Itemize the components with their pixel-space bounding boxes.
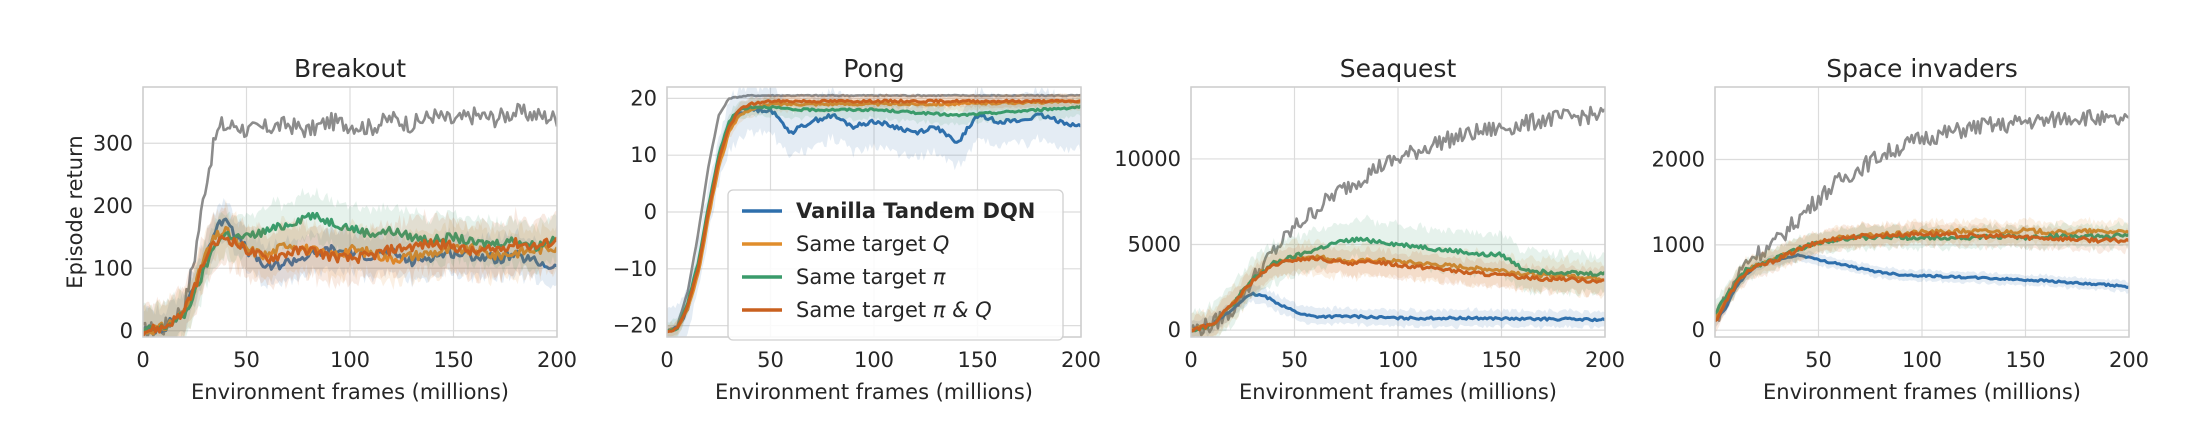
panel-breakout: 0 50 100 150 200 0 100 200 300 Breakout Environmen… [63, 54, 577, 404]
series-line-same-target-q [667, 98, 1081, 334]
series-line-same-target-q [1191, 255, 1605, 333]
series-line-same-target-q [1715, 230, 2129, 323]
y-tick-label: 5000 [1128, 233, 1181, 257]
x-tick-label: 200 [1061, 348, 1101, 372]
x-tick-label: 100 [1902, 348, 1942, 372]
chart-title: Seaquest [1340, 54, 1457, 83]
series-line-reference [1715, 109, 2129, 322]
x-tick-label: 150 [433, 348, 473, 372]
x-tick-label: 150 [957, 348, 997, 372]
y-tick-label: 0 [1692, 318, 1705, 342]
x-tick-label: 50 [233, 348, 260, 372]
series-band [1715, 221, 2129, 327]
x-tick-label: 50 [757, 348, 784, 372]
series-line-reference [667, 93, 1081, 333]
x-tick-label: 0 [136, 348, 149, 372]
series-line-same-target-q [143, 234, 557, 337]
axes-frame [1190, 86, 1606, 338]
series-band [1191, 214, 1605, 337]
series-band [667, 95, 1081, 337]
series-band [143, 187, 557, 337]
x-tick-label: 0 [660, 348, 673, 372]
legend: Vanilla Tandem DQN Same target Q Same targ… [727, 189, 1064, 341]
y-tick-label: 100 [93, 256, 133, 280]
x-axis-label: Environment frames (millions) [715, 380, 1033, 404]
y-tick-label: −20 [613, 314, 657, 338]
x-tick-label: 0 [1708, 348, 1721, 372]
panel-seaquest: 0 50 100 150 200 0 5000 10000 Seaquest Environmen… [1114, 54, 1625, 404]
y-tick-label: 1000 [1652, 233, 1705, 257]
series-band [1191, 283, 1605, 337]
y-tick-label: 2000 [1652, 148, 1705, 172]
y-tick-label: 0 [1168, 318, 1181, 342]
series-band [1191, 238, 1605, 337]
legend-label-pi: Same target π [796, 265, 946, 289]
x-tick-label: 100 [330, 348, 370, 372]
x-tick-label: 200 [1585, 348, 1625, 372]
x-tick-label: 200 [537, 348, 577, 372]
series-band [1715, 220, 2129, 334]
y-axis-label: Episode return [63, 135, 87, 288]
y-tick-label: 10000 [1114, 147, 1181, 171]
x-axis-label: Environment frames (millions) [1763, 380, 2081, 404]
x-axis-label: Environment frames (millions) [1239, 380, 1557, 404]
x-tick-label: 150 [2005, 348, 2045, 372]
legend-label-piq: Same target π & Q [796, 298, 992, 322]
legend-label-q: Same target Q [796, 232, 949, 256]
legend-label-vanilla: Vanilla Tandem DQN [796, 199, 1035, 223]
series-line-same-target- [143, 211, 557, 333]
series-band [1191, 243, 1605, 337]
series-band [143, 198, 557, 337]
y-tick-label: 10 [630, 143, 657, 167]
y-tick-label: 20 [630, 86, 657, 110]
chart-title: Pong [843, 54, 904, 83]
plot-area [667, 87, 1081, 337]
x-tick-label: 150 [1481, 348, 1521, 372]
y-tick-label: 0 [120, 319, 133, 343]
legend-box [727, 189, 1064, 341]
x-axis-label: Environment frames (millions) [191, 380, 509, 404]
y-tick-label: −10 [613, 257, 657, 281]
axes-frame [1714, 86, 2130, 338]
y-tick-label: 0 [644, 200, 657, 224]
x-tick-label: 100 [1378, 348, 1418, 372]
plot-area [143, 102, 557, 337]
axes-frame [142, 86, 558, 338]
y-tick-label: 200 [93, 194, 133, 218]
series-band [143, 206, 557, 337]
x-tick-label: 50 [1281, 348, 1308, 372]
series-line-reference [143, 102, 557, 337]
series-line-vanilla-tandem-dqn [1191, 291, 1605, 332]
x-tick-label: 50 [1805, 348, 1832, 372]
y-tick-label: 300 [93, 131, 133, 155]
chart-title: Space invaders [1826, 54, 2018, 83]
x-tick-label: 0 [1184, 348, 1197, 372]
plot-area [1715, 109, 2129, 334]
chart-title: Breakout [294, 54, 406, 83]
x-tick-label: 100 [854, 348, 894, 372]
plot-area [1191, 105, 1605, 337]
x-tick-label: 200 [2109, 348, 2149, 372]
